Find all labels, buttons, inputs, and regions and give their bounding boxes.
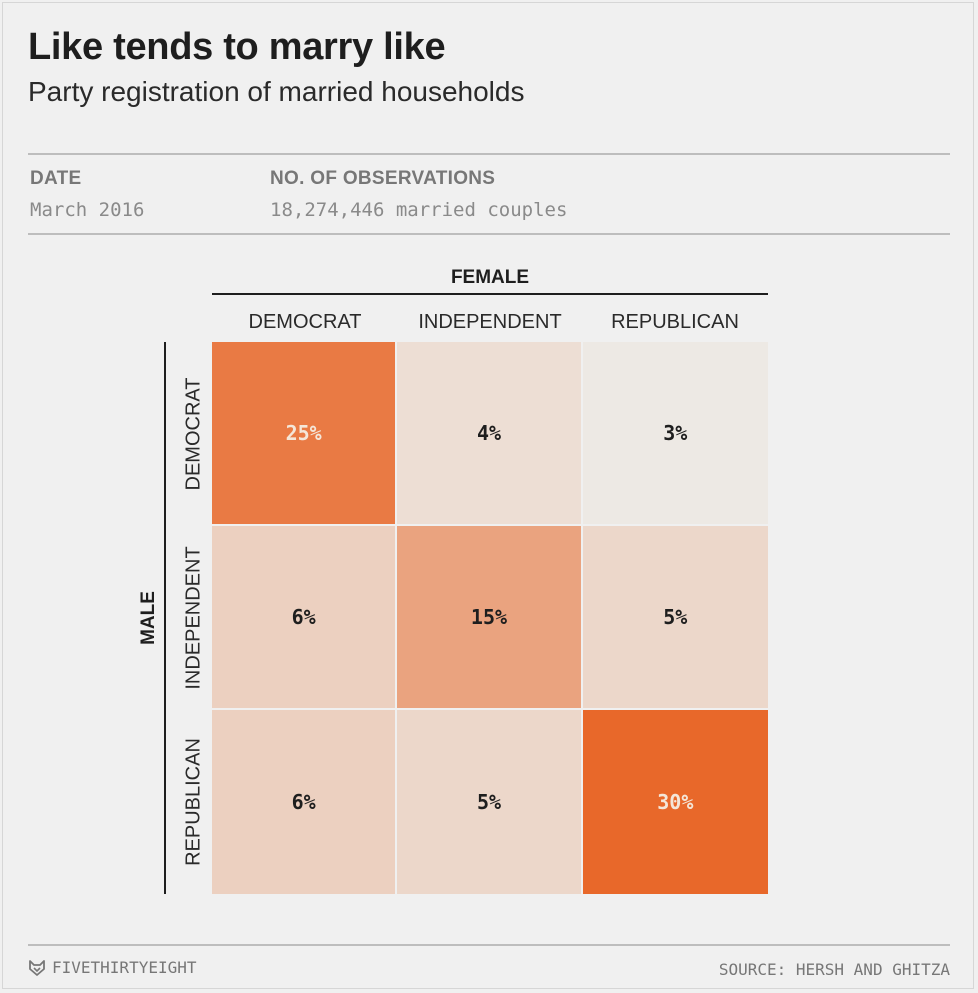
heatmap-cell: 3%: [582, 342, 768, 524]
heatmap-cell-label: 30%: [657, 790, 694, 814]
observations-label: NO. OF OBSERVATIONS: [270, 168, 496, 189]
y-axis-rule: [164, 342, 166, 894]
heatmap-cell-label: 25%: [285, 421, 322, 445]
heatmap-cell: 15%: [397, 526, 581, 708]
heatmap-cell-label: 6%: [291, 605, 316, 629]
heatmap-cell-label: 15%: [470, 605, 508, 629]
meta-divider: [28, 233, 950, 235]
top-divider: [28, 153, 950, 155]
heatmap-cell-label: 3%: [663, 421, 688, 445]
heatmap-cell-label: 4%: [476, 421, 502, 445]
heatmap-cell-label: 5%: [663, 605, 688, 629]
heatmap-cell-label: 5%: [476, 790, 502, 814]
x-axis-title: FEMALE: [450, 267, 530, 288]
heatmap-cell: 5%: [397, 710, 581, 894]
heatmap-cell: 6%: [212, 710, 396, 894]
heatmap-cell: 5%: [582, 526, 768, 708]
heatmap-cell: 30%: [582, 710, 768, 894]
y-axis-title-text: MALE: [138, 591, 159, 645]
heatmap-cell: 4%: [397, 342, 581, 524]
heatmap-cell: 25%: [212, 342, 396, 524]
footer-divider: [28, 944, 950, 946]
column-label-independent: INDEPENDENT: [418, 311, 562, 333]
row-label-republican-text: REPUBLICAN: [182, 738, 205, 866]
heatmap-grid: 25% 4% 3% 6% 15% 5% 6% 5% 30%: [212, 342, 768, 894]
observations-value: 18,274,446 married couples: [270, 199, 568, 221]
heatmap-cell: 6%: [212, 526, 396, 708]
row-label-democrat-text: DEMOCRAT: [182, 377, 205, 491]
date-value: March 2016: [30, 199, 145, 221]
date-label: DATE: [30, 168, 82, 189]
chart-subtitle: Party registration of married households: [28, 76, 525, 107]
brand-name: FIVETHIRTYEIGHT: [52, 958, 197, 977]
brand: FIVETHIRTYEIGHT: [28, 958, 197, 977]
chart-title: Like tends to marry like: [28, 26, 446, 68]
source-note: SOURCE: HERSH AND GHITZA: [718, 960, 950, 979]
column-label-democrat: DEMOCRAT: [248, 311, 362, 333]
fox-icon: [29, 959, 45, 976]
row-label-independent-text: INDEPENDENT: [182, 546, 205, 690]
column-label-republican: REPUBLICAN: [611, 311, 739, 333]
x-axis-rule: [212, 293, 768, 295]
heatmap-cell-label: 6%: [291, 790, 316, 814]
